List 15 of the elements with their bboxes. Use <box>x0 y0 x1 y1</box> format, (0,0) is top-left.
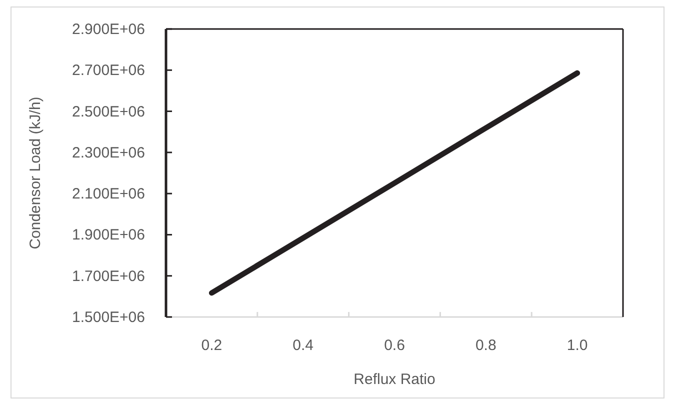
x-tick-label: 1.0 <box>566 337 588 354</box>
x-tick-label: 0.8 <box>475 337 496 354</box>
y-tick-label: 2.100E+06 <box>72 186 145 203</box>
y-tick-label: 1.900E+06 <box>72 226 145 244</box>
x-tick-label: 0.6 <box>384 337 405 354</box>
x-tick-label: 0.4 <box>292 337 314 354</box>
y-tick-label: 2.900E+06 <box>72 21 145 38</box>
x-axis-title: Reflux Ratio <box>354 371 436 388</box>
y-tick-label: 2.500E+06 <box>72 103 145 120</box>
y-tick-label: 1.500E+06 <box>72 309 145 326</box>
y-tick-label: 2.700E+06 <box>72 62 145 80</box>
x-tick-label: 0.2 <box>201 337 222 354</box>
y-axis-title: Condensor Load (kJ/h) <box>27 96 44 250</box>
y-tick-label: 2.300E+06 <box>72 144 145 162</box>
y-tick-label: 1.700E+06 <box>72 268 145 285</box>
